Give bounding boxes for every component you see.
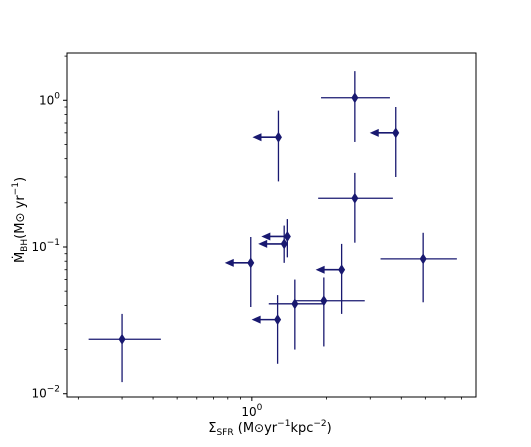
point-marker [419, 253, 427, 265]
point-marker [392, 127, 400, 139]
point-marker [351, 192, 359, 204]
data-point [258, 225, 288, 263]
data-point [295, 277, 365, 347]
y-tick-label: 10−2 [31, 385, 60, 401]
data-point [252, 110, 282, 182]
point-marker [118, 333, 126, 345]
data-marks [88, 71, 457, 383]
x-axis-label: ΣSFR (M⊙yr−1kpc−2) [208, 419, 331, 438]
plot-frame [66, 52, 477, 398]
data-point [261, 219, 291, 258]
data-point [315, 243, 346, 314]
x-tick-label: 100 [241, 403, 262, 419]
upper-limit-arrowhead [224, 258, 234, 267]
point-marker [274, 314, 282, 326]
point-marker [274, 131, 282, 143]
point-marker [283, 230, 291, 242]
upper-limit-arrowhead [252, 133, 262, 142]
upper-limit-arrowhead [369, 128, 379, 137]
data-point [268, 279, 324, 350]
point-marker [247, 257, 255, 269]
point-marker [338, 264, 346, 276]
y-tick-label: 10−1 [31, 238, 60, 254]
axis-ticks: 100 100 10−1 10−2 [31, 55, 463, 419]
point-marker [280, 238, 288, 250]
data-point [380, 232, 457, 303]
data-point [321, 71, 390, 142]
upper-limit-arrowhead [251, 315, 261, 324]
upper-limit-arrowhead [258, 239, 268, 248]
upper-limit-arrowhead [261, 232, 271, 241]
data-point [251, 295, 282, 364]
data-point [224, 237, 255, 308]
data-point [369, 106, 400, 177]
data-point [318, 172, 393, 243]
y-tick-label: 100 [39, 91, 60, 107]
upper-limit-arrowhead [315, 265, 325, 274]
data-point [88, 313, 161, 383]
point-marker [320, 295, 328, 307]
point-marker [351, 92, 359, 104]
